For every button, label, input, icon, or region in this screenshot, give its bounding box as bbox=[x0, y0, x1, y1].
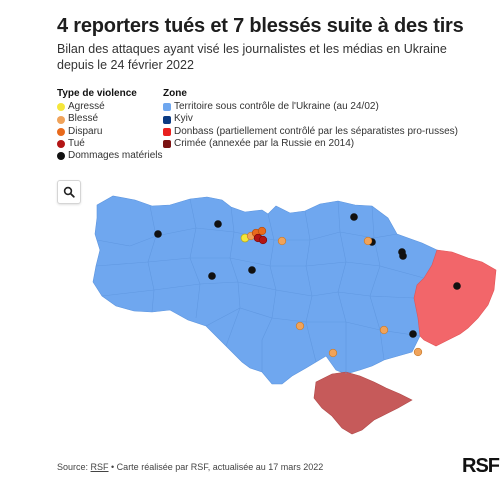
legend-item-disparu: Disparu bbox=[57, 126, 162, 138]
legend-label: Crimée (annexée par la Russie en 2014) bbox=[174, 137, 355, 149]
legend-type-heading: Type de violence bbox=[57, 88, 137, 99]
ukraine-region[interactable] bbox=[92, 195, 438, 385]
red-square-icon bbox=[163, 127, 171, 136]
legend-label: Agressé bbox=[68, 101, 105, 113]
incident-marker-dommages[interactable] bbox=[214, 220, 222, 228]
legend-zone-heading: Zone bbox=[163, 88, 187, 99]
crimea-region[interactable] bbox=[313, 371, 413, 435]
incident-marker-blesse[interactable] bbox=[413, 347, 423, 357]
map-search-button[interactable] bbox=[57, 180, 81, 204]
map-title: 4 reporters tués et 7 blessés suite à de… bbox=[57, 15, 464, 37]
navy-square-icon bbox=[163, 115, 171, 124]
legend-zone: Zone Territoire sous contrôle de l'Ukrai… bbox=[163, 88, 458, 150]
marker-cluster-kyiv bbox=[240, 226, 268, 245]
legend-item-blesse: Blessé bbox=[57, 113, 162, 125]
legend-item-donbass: Donbass (partiellement contrôlé par les … bbox=[163, 126, 458, 138]
legend-item-tue: Tué bbox=[57, 138, 162, 150]
legend-label: Blessé bbox=[68, 113, 99, 125]
legend-item-dommages: Dommages matériels bbox=[57, 150, 162, 162]
incident-marker-dommages[interactable] bbox=[248, 266, 256, 274]
legend-label: Territoire sous contrôle de l'Ukraine (a… bbox=[174, 101, 379, 113]
blue-square-icon bbox=[163, 103, 171, 112]
incident-marker-tue[interactable] bbox=[258, 235, 268, 245]
incident-marker-dommages[interactable] bbox=[409, 330, 417, 338]
incident-marker-blesse[interactable] bbox=[277, 236, 287, 246]
legend-label: Donbass (partiellement contrôlé par les … bbox=[174, 125, 459, 137]
source-rest: • Carte réalisée par RSF, actualisée au … bbox=[108, 462, 324, 472]
incident-marker-dommages[interactable] bbox=[453, 282, 461, 290]
marker-group-blesse bbox=[277, 236, 423, 358]
source-link[interactable]: RSF bbox=[90, 462, 109, 472]
legend-item-crimee: Crimée (annexée par la Russie en 2014) bbox=[163, 138, 458, 150]
legend-label: Disparu bbox=[68, 125, 103, 137]
legend-item-agresse: Agressé bbox=[57, 101, 162, 113]
incident-marker-dommages[interactable] bbox=[350, 213, 358, 221]
incident-marker-blesse[interactable] bbox=[295, 321, 305, 331]
legend-label: Tué bbox=[68, 137, 85, 149]
yellow-dot-icon bbox=[57, 103, 65, 112]
search-icon bbox=[63, 186, 75, 198]
incident-marker-dommages[interactable] bbox=[154, 230, 162, 238]
source-label: Source: bbox=[57, 462, 91, 472]
rsf-logo: RSF bbox=[462, 455, 500, 477]
incident-marker-dommages[interactable] bbox=[399, 252, 407, 260]
black-dot-icon bbox=[57, 152, 65, 161]
incident-marker-blesse[interactable] bbox=[363, 236, 373, 246]
legend-item-kyiv: Kyiv bbox=[163, 113, 458, 125]
incident-marker-dommages[interactable] bbox=[208, 272, 216, 280]
marker-group-dommages bbox=[154, 213, 461, 338]
orange-dot-icon bbox=[57, 127, 65, 136]
legend-label: Dommages matériels bbox=[68, 150, 163, 162]
incident-marker-disparu[interactable] bbox=[257, 226, 267, 236]
legend-violence-type: Type de violence Agressé Blessé Disparu … bbox=[57, 88, 162, 162]
donbass-region[interactable] bbox=[413, 249, 497, 347]
red-dot-icon bbox=[57, 139, 65, 148]
light-orange-dot-icon bbox=[57, 115, 65, 124]
dark-red-square-icon bbox=[163, 139, 171, 148]
map-subtitle: Bilan des attaques ayant visé les journa… bbox=[57, 42, 447, 72]
legend-item-ukraine: Territoire sous contrôle de l'Ukraine (a… bbox=[163, 101, 458, 113]
legend-label: Kyiv bbox=[174, 113, 193, 125]
incident-marker-blesse[interactable] bbox=[328, 348, 338, 358]
incident-marker-blesse[interactable] bbox=[379, 325, 389, 335]
footer-source: Source: RSF • Carte réalisée par RSF, ac… bbox=[57, 462, 323, 472]
